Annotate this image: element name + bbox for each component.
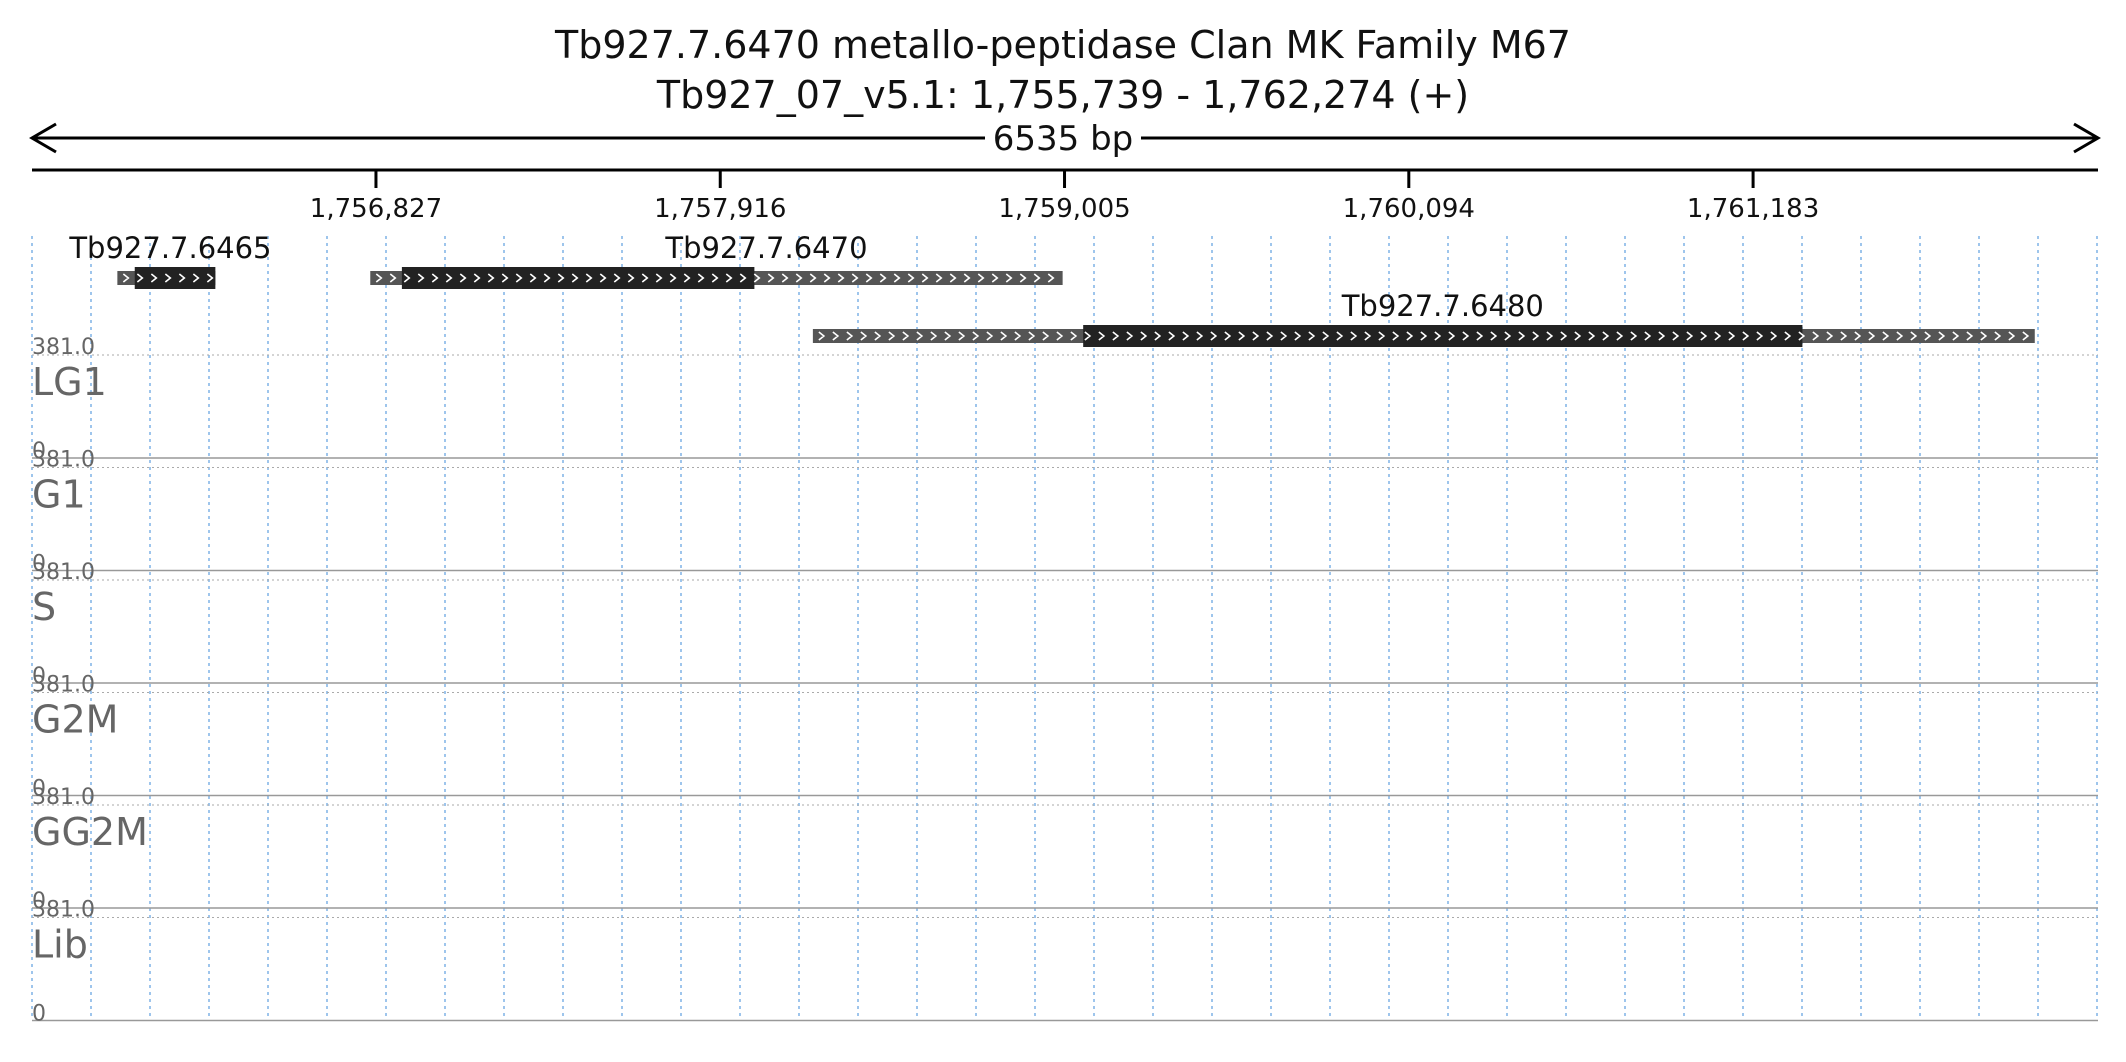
gene-cds [1083, 325, 1803, 347]
span-label: 6535 bp [993, 119, 1134, 159]
x-tick-label: 1,757,916 [654, 194, 786, 224]
track-name: GG2M [32, 810, 148, 854]
y-min-label: 0 [32, 889, 46, 914]
y-max-label: 381.0 [32, 335, 95, 360]
coverage-tracks: 381.00LG1381.00G1381.00S381.00G2M381.00G… [32, 335, 2098, 1027]
y-max-label: 381.0 [32, 898, 95, 923]
gene-cds [134, 267, 216, 289]
gene-strand-arrows [375, 273, 1055, 283]
y-min-label: 0 [32, 777, 46, 802]
y-max-label: 381.0 [32, 673, 95, 698]
chart-title: Tb927.7.6470 metallo-peptidase Clan MK F… [554, 23, 1571, 67]
gene-label: Tb927.7.6470 [664, 231, 867, 265]
x-tick-label: 1,759,005 [998, 194, 1130, 224]
y-min-label: 0 [32, 439, 46, 464]
gene-label: Tb927.7.6465 [68, 231, 271, 265]
chart-subtitle: Tb927_07_v5.1: 1,755,739 - 1,762,274 (+) [656, 73, 1469, 117]
gene-track: Tb927.7.6465 Tb927.7.6470 Tb927.7.6480 [68, 231, 2035, 347]
x-tick-label: 1,756,827 [310, 194, 442, 224]
x-tick-label: 1,760,094 [1343, 194, 1475, 224]
span-arrow: 6535 bp [29, 119, 2101, 159]
y-min-label: 0 [32, 1002, 46, 1027]
gene-strand-arrows [818, 331, 2030, 341]
track-name: G1 [32, 473, 86, 517]
x-axis-ticks: 1,756,827 1,757,916 1,759,005 1,760,094 1,76… [310, 170, 1819, 224]
y-min-label: 0 [32, 552, 46, 577]
track-name: LG1 [32, 360, 107, 404]
track-name: S [32, 585, 56, 629]
track-name: Lib [32, 923, 88, 967]
y-min-label: 0 [32, 664, 46, 689]
gene-label: Tb927.7.6480 [1341, 289, 1544, 323]
y-max-label: 381.0 [32, 560, 95, 585]
gene-strand-arrows [122, 273, 214, 283]
y-max-label: 381.0 [32, 448, 95, 473]
track-name: G2M [32, 698, 118, 742]
grid-lines [31, 236, 2098, 1020]
y-max-label: 381.0 [32, 785, 95, 810]
x-tick-label: 1,761,183 [1687, 194, 1819, 224]
